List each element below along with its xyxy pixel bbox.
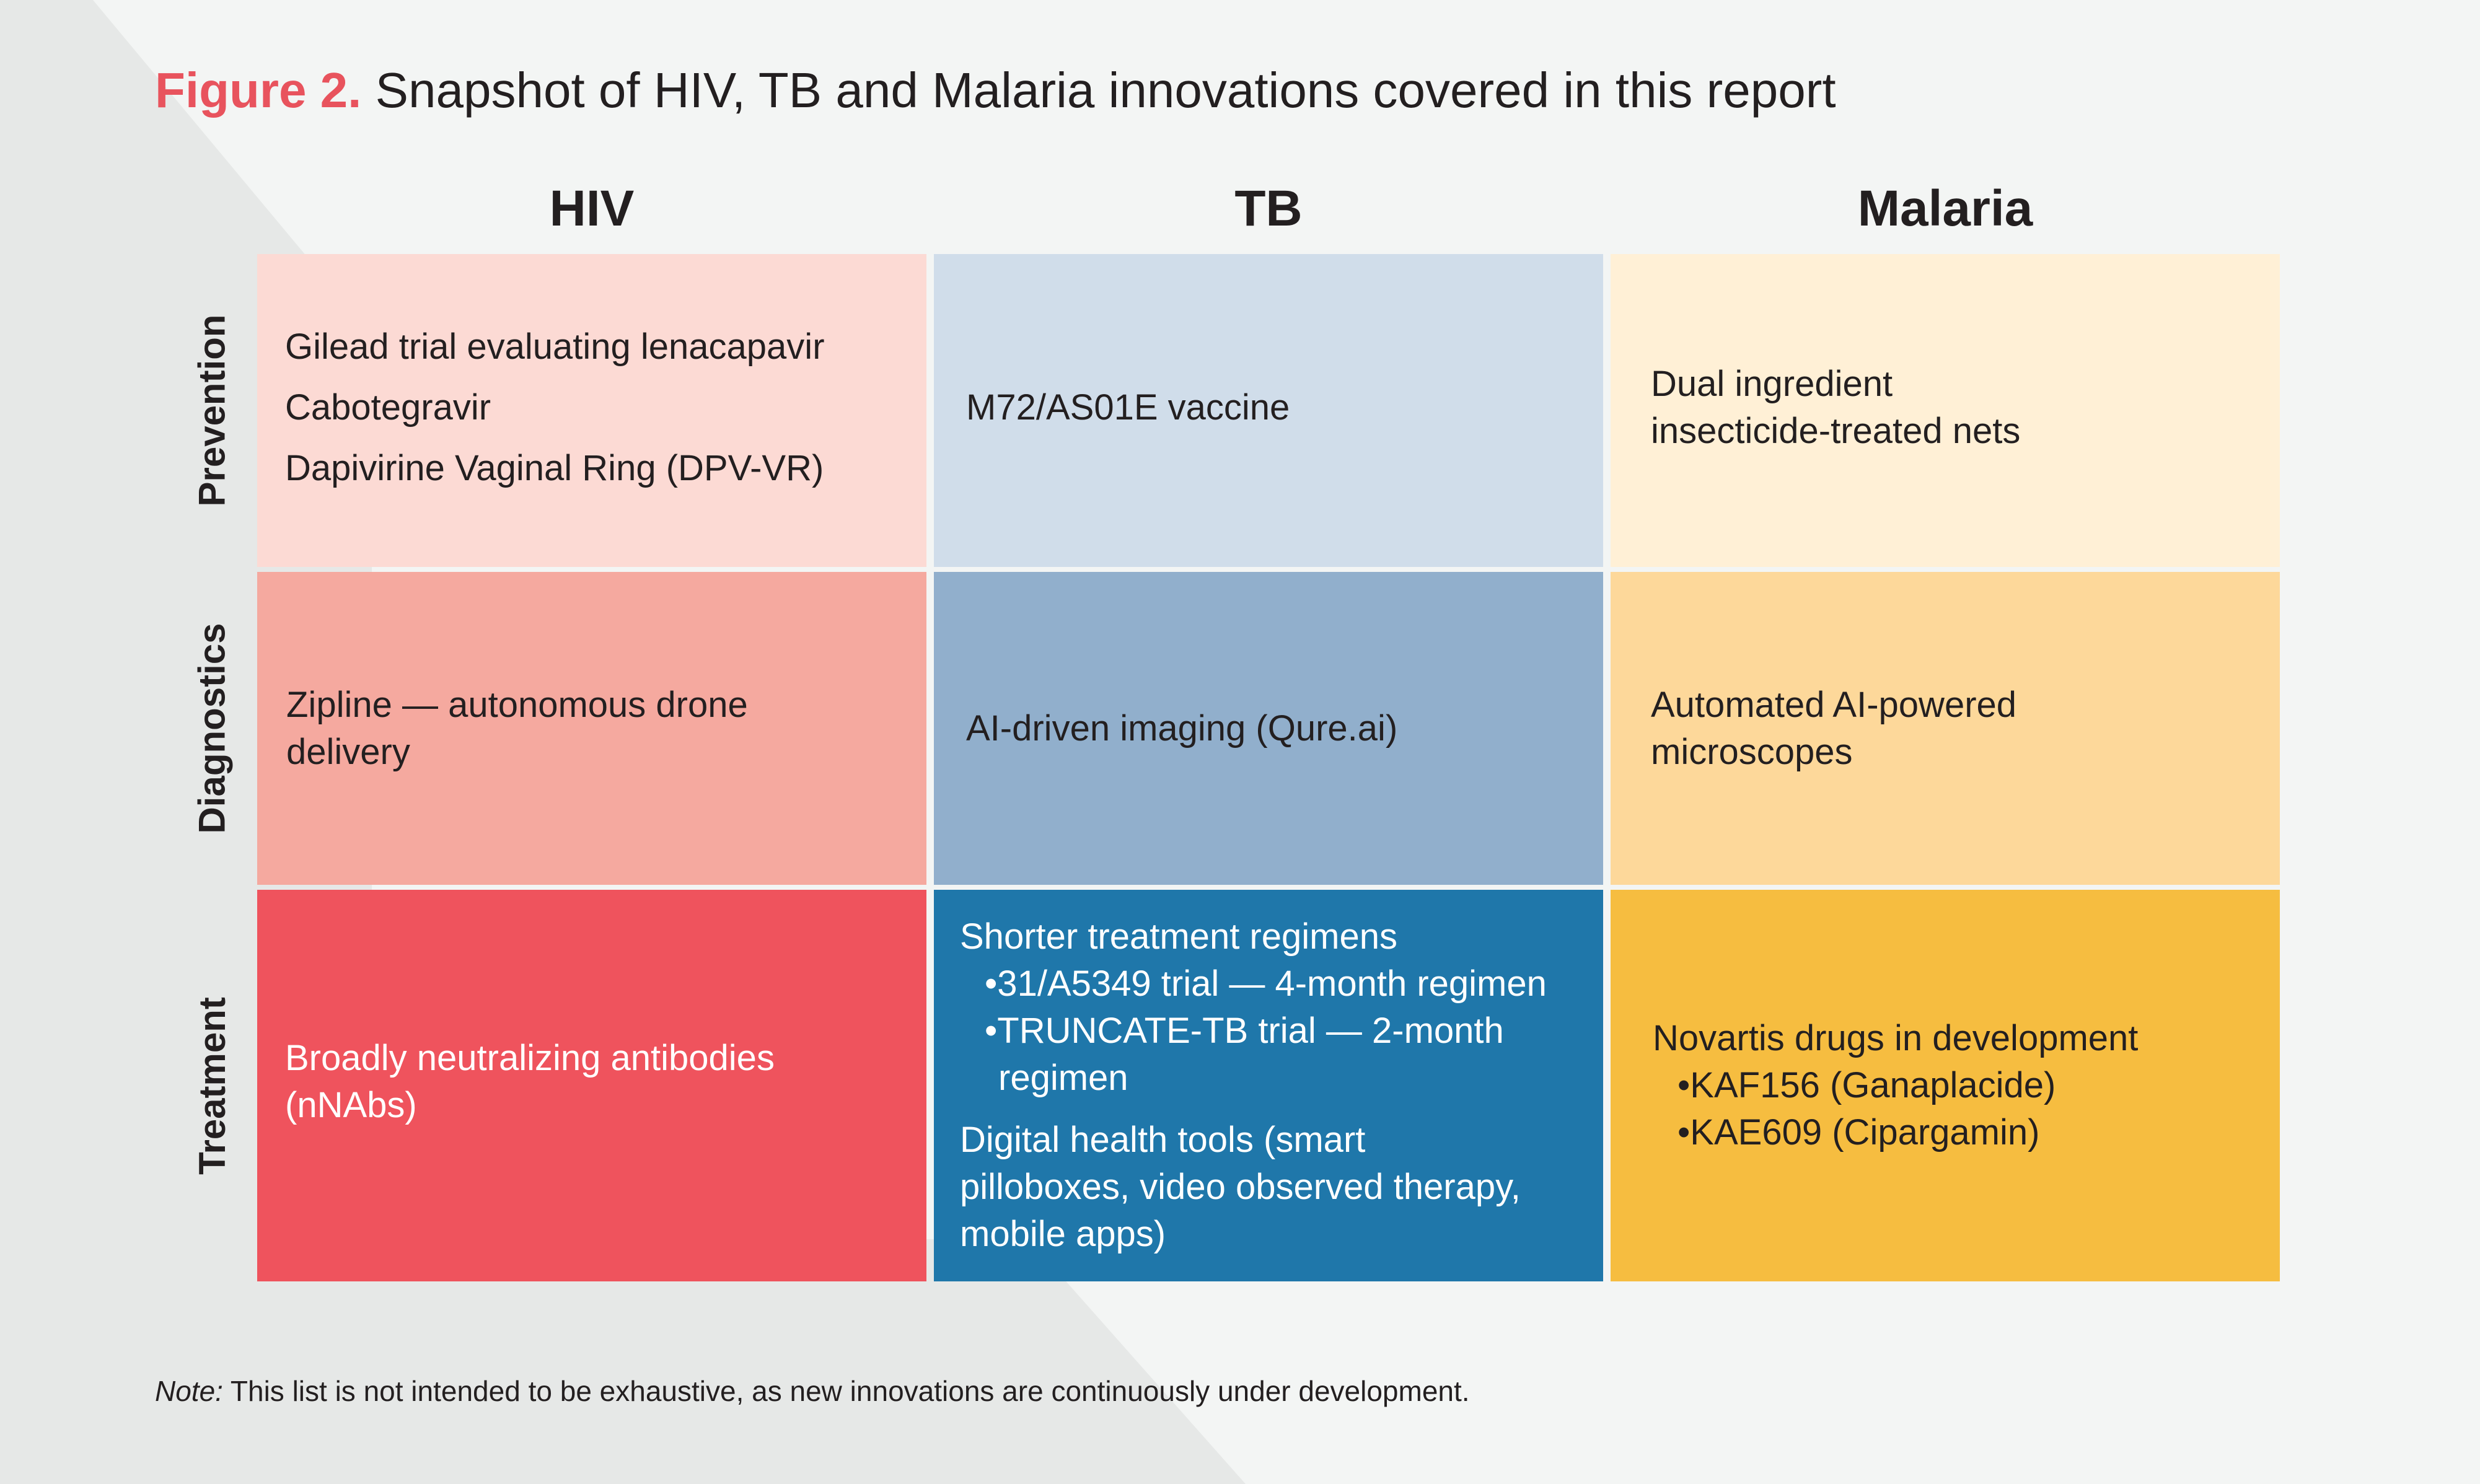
cell-hiv-diagnostics: Zipline — autonomous drone delivery bbox=[257, 572, 926, 885]
column-header-tb: TB bbox=[1234, 180, 1303, 237]
cell-item: insecticide-treated nets bbox=[1651, 410, 2021, 451]
cell-item: Dapivirine Vaginal Ring (DPV-VR) bbox=[285, 447, 824, 488]
cell-item: microscopes bbox=[1651, 731, 1853, 772]
tb-treatment-bullet: •31/A5349 trial — 4-month regimen bbox=[985, 964, 1547, 1004]
figure-title: Figure 2. Snapshot of HIV, TB and Malari… bbox=[155, 59, 1836, 121]
cell-malaria-prevention: Dual ingredient insecticide-treated nets bbox=[1611, 254, 2280, 567]
row-header-treatment: Treatment bbox=[181, 890, 243, 1281]
malaria-treatment-bullet: •KAF156 (Ganaplacide) bbox=[1678, 1065, 2056, 1105]
tb-digital-tools-line: Digital health tools (smart bbox=[960, 1120, 1366, 1160]
cell-malaria-diagnostics: Automated AI-powered microscopes bbox=[1611, 572, 2280, 885]
tb-digital-tools-line: mobile apps) bbox=[960, 1214, 1166, 1254]
cell-tb-treatment: Shorter treatment regimens •31/A5349 tri… bbox=[934, 890, 1603, 1281]
figure-title-text: Snapshot of HIV, TB and Malaria innovati… bbox=[375, 63, 1836, 118]
column-header-malaria: Malaria bbox=[1857, 180, 2033, 237]
cell-malaria-treatment: Novartis drugs in development •KAF156 (G… bbox=[1611, 890, 2280, 1281]
tb-treatment-heading: Shorter treatment regimens bbox=[960, 916, 1397, 957]
row-header-prevention: Prevention bbox=[181, 254, 243, 567]
row-header-prevention-label: Prevention bbox=[191, 314, 233, 507]
footnote-label: Note: bbox=[155, 1375, 223, 1407]
footnote-text: This list is not intended to be exhausti… bbox=[222, 1375, 1470, 1407]
cell-item: (nNAbs) bbox=[285, 1085, 417, 1125]
figure-label: Figure 2. bbox=[155, 63, 362, 118]
cell-item: Dual ingredient bbox=[1651, 363, 1893, 404]
cell-item: delivery bbox=[286, 731, 410, 772]
cell-tb-prevention: M72/AS01E vaccine bbox=[934, 254, 1603, 567]
row-header-diagnostics: Diagnostics bbox=[181, 572, 243, 885]
tb-treatment-bullet: •TRUNCATE-TB trial — 2-month regimen bbox=[985, 1011, 1504, 1098]
cell-item: Cabotegravir bbox=[285, 387, 491, 428]
cell-item: AI-driven imaging (Qure.ai) bbox=[966, 708, 1398, 749]
cell-tb-diagnostics: AI-driven imaging (Qure.ai) bbox=[934, 572, 1603, 885]
column-header-hiv: HIV bbox=[549, 180, 635, 237]
cell-item: Automated AI-powered bbox=[1651, 684, 2017, 725]
row-header-treatment-label: Treatment bbox=[191, 996, 233, 1175]
malaria-treatment-bullet: •KAE609 (Cipargamin) bbox=[1678, 1112, 2040, 1153]
cell-item: Zipline — autonomous drone bbox=[286, 684, 748, 725]
cell-item: Broadly neutralizing antibodies bbox=[285, 1038, 775, 1078]
footnote: Note: This list is not intended to be ex… bbox=[155, 1369, 1470, 1413]
tb-digital-tools-line: pilloboxes, video observed therapy, bbox=[960, 1167, 1521, 1207]
malaria-treatment-heading: Novartis drugs in development bbox=[1653, 1018, 2139, 1058]
cell-hiv-prevention: Gilead trial evaluating lenacapavir Cabo… bbox=[257, 254, 926, 567]
cell-item: M72/AS01E vaccine bbox=[966, 387, 1290, 428]
cell-item: Gilead trial evaluating lenacapavir bbox=[285, 326, 825, 367]
cell-hiv-treatment: Broadly neutralizing antibodies (nNAbs) bbox=[257, 890, 926, 1281]
row-header-diagnostics-label: Diagnostics bbox=[191, 623, 233, 834]
